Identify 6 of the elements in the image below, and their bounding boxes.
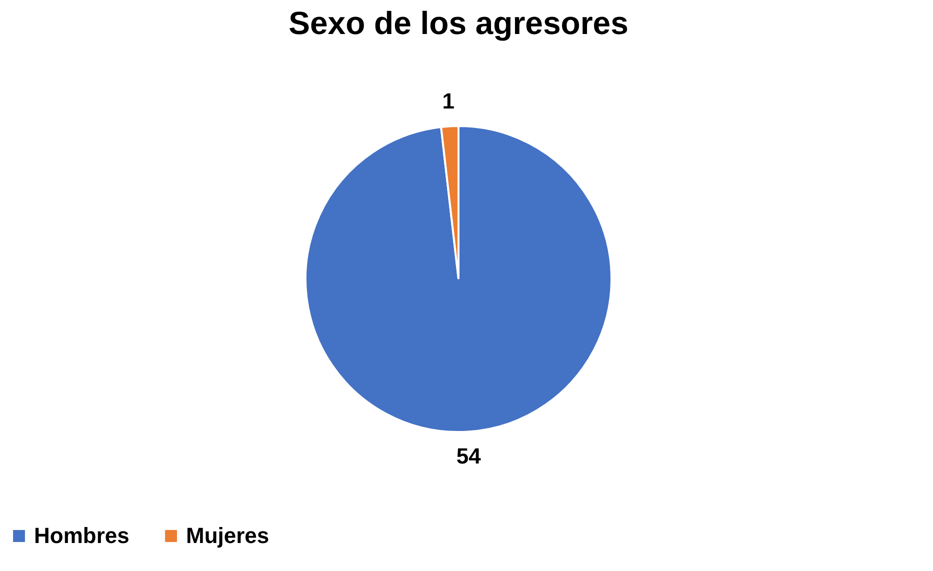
chart-title: Sexo de los agresores xyxy=(288,5,628,41)
pie-slice xyxy=(304,125,612,433)
data-label: 1 xyxy=(442,88,454,114)
data-label: 54 xyxy=(456,444,482,469)
legend-label: Hombres xyxy=(34,523,130,548)
legend-label: Mujeres xyxy=(186,523,270,548)
